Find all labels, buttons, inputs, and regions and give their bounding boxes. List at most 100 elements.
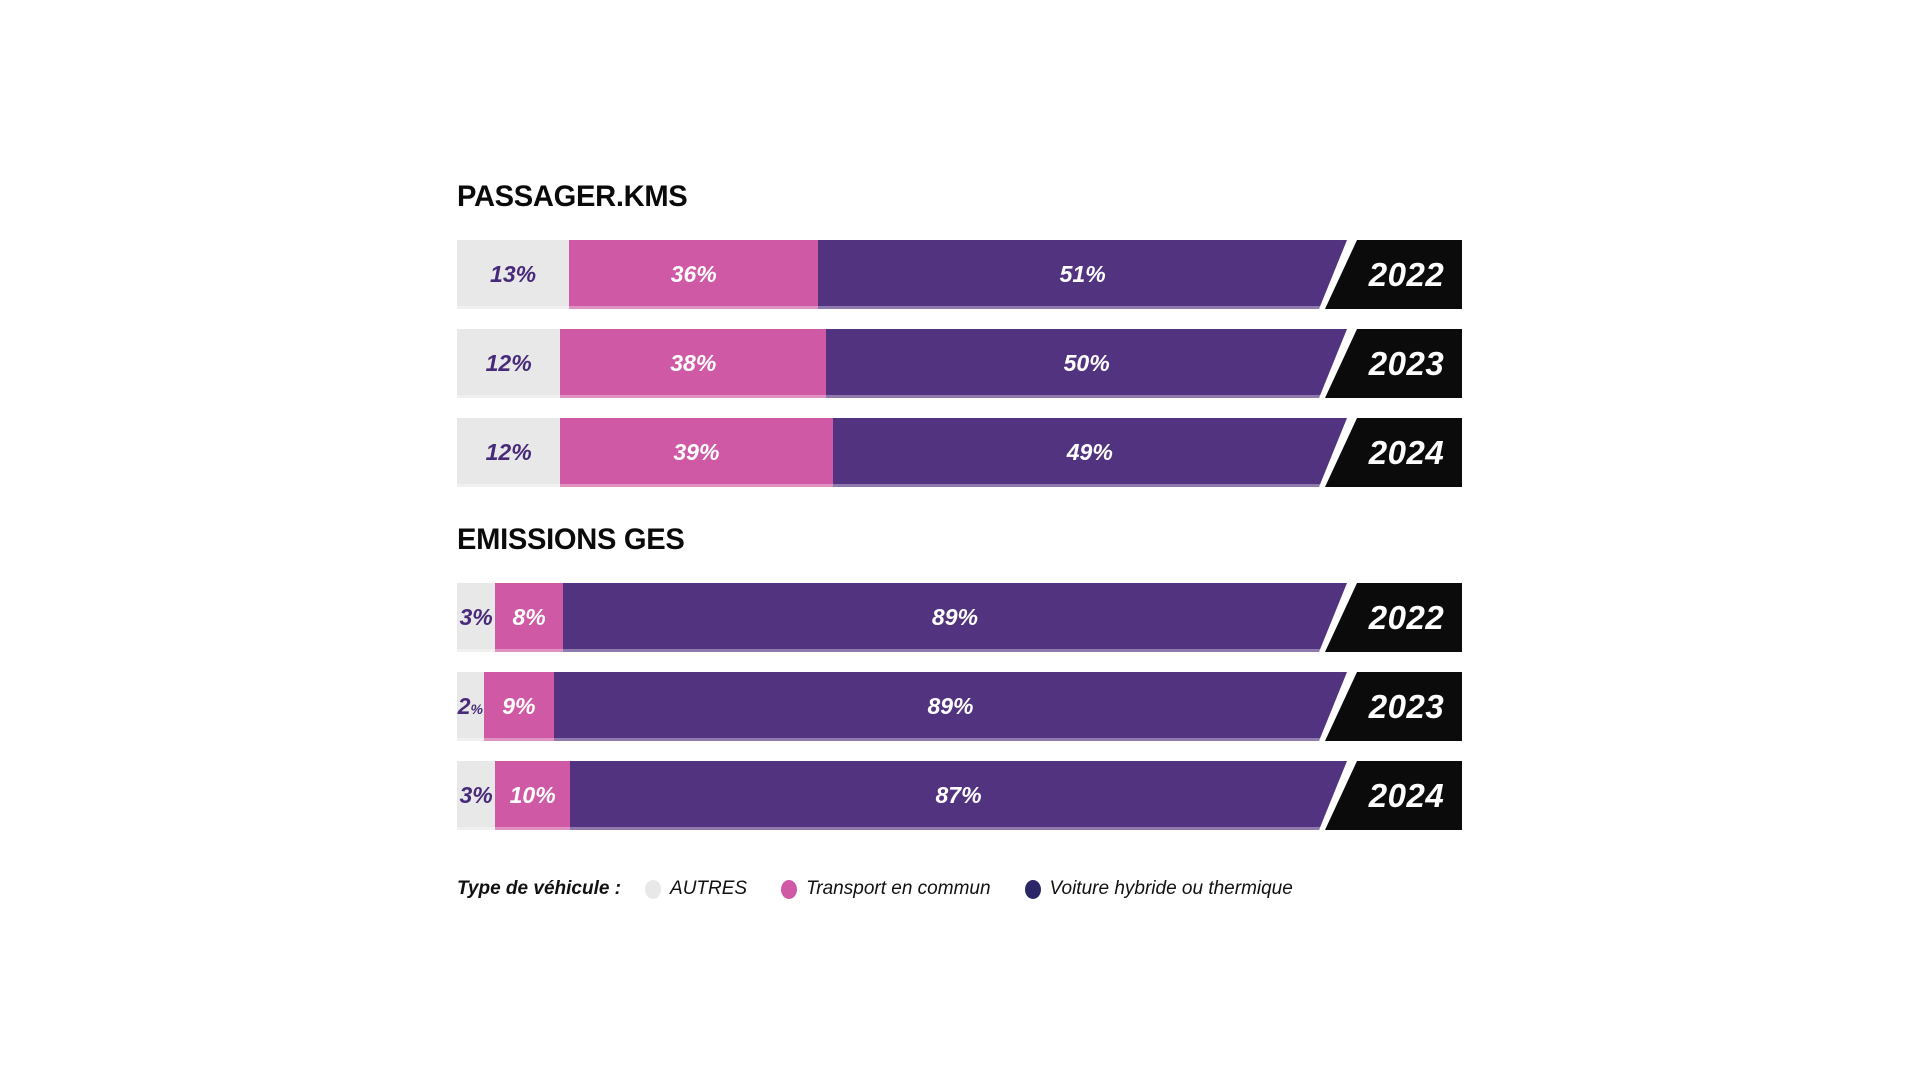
segment-value-number: 3 [459,604,473,630]
segment-percent-sign: % [1085,261,1106,287]
segment-percent-sign: % [535,782,556,808]
segment-value-number: 38 [670,350,696,376]
legend-item-label: Voiture hybride ou thermique [1049,878,1293,899]
segment-percent-sign: % [470,701,483,717]
segment-value-label: 49% [1067,439,1113,466]
bar-row-emissions_ges-2022: 3% 8% 89% 2022 [457,583,1462,652]
segment-value-number: 87 [935,782,962,808]
year-label: 2024 [1368,433,1445,471]
year-label: 2022 [1368,255,1445,293]
segment-transport: 36% [569,240,818,309]
legend-swatch-transport [781,879,798,899]
segment-value-number: 3 [459,782,473,808]
bar-row-emissions_ges-2023: 2% 9% 89% 2023 [457,672,1462,741]
segment-value-label: 36% [671,261,717,288]
segment-value-label: 9% [502,693,535,720]
bar-rows-emissions-ges: 3% 8% 89% 2022 2% 9% 89% 2023 3% 10% 87% 2024 [457,583,1462,830]
segment-percent-sign: % [1089,350,1110,376]
bar-row-emissions_ges-2024: 3% 10% 87% 2024 [457,761,1462,830]
stacked-bar: 12% 39% 49% [457,418,1347,487]
bar-rows-passager-kms: 13% 36% 51% 2022 12% 38% 50% 2023 12% 39% 49% 2024 [457,240,1462,487]
segment-percent-sign: % [472,782,493,808]
year-label: 2022 [1368,598,1445,636]
segment-value-label: 2% [458,693,483,720]
legend-item-label: AUTRES [670,878,748,899]
stacked-bar: 3% 8% 89% [457,583,1347,652]
stacked-bar: 12% 38% 50% [457,329,1347,398]
year-label: 2023 [1368,344,1445,382]
segment-value-number: 10 [509,782,536,808]
legend: Type de véhicule : AUTRES Transport en co… [457,878,1462,900]
bar-row-passager_kms-2022: 13% 36% 51% 2022 [457,240,1462,309]
segment-value-number: 36 [670,261,697,287]
legend-item-label: Transport en commun [806,878,991,899]
stacked-bar: 13% 36% 51% [457,240,1347,309]
year-tag: 2023 [1325,672,1462,741]
segment-voiture: 50% [826,329,1347,398]
segment-value-number: 9 [502,693,515,719]
segment-percent-sign: % [515,693,536,719]
segment-value-number: 2 [457,693,471,719]
segment-percent-sign: % [696,261,717,287]
year-tag: 2022 [1325,240,1462,309]
legend-swatch-voiture_legend [1024,879,1041,899]
segment-percent-sign: % [525,604,546,630]
segment-voiture: 51% [818,240,1347,309]
segment-percent-sign: % [511,350,532,376]
segment-value-number: 8 [512,604,526,630]
stacked-bar: 3% 10% 87% [457,761,1347,830]
segment-value-label: 13% [490,261,536,288]
legend-title: Type de véhicule : [457,878,622,899]
segment-percent-sign: % [957,604,978,630]
segment-transport: 9% [484,672,554,741]
segment-value-number: 39 [673,439,699,465]
segment-transport: 39% [560,418,832,487]
segment-percent-sign: % [698,439,720,465]
chart-title-passager-kms: PASSAGER.KMS [457,180,688,213]
segment-transport: 38% [560,329,826,398]
segment-value-label: 12% [486,439,532,466]
segment-value-label: 50% [1064,350,1110,377]
year-tag: 2022 [1325,583,1462,652]
bar-row-passager_kms-2023: 12% 38% 50% 2023 [457,329,1462,398]
segment-autres: 3% [457,761,495,830]
legend-swatch-autres [645,879,662,899]
segment-value-label: 89% [932,604,978,631]
year-label: 2024 [1368,776,1445,814]
segment-value-label: 38% [670,350,716,377]
year-tag: 2023 [1325,329,1462,398]
segment-value-label: 39% [673,439,719,466]
segment-autres: 2% [457,672,484,741]
segment-percent-sign: % [515,261,537,287]
segment-value-label: 3% [460,604,493,631]
segment-value-number: 49 [1066,439,1093,465]
segment-autres: 3% [457,583,495,652]
stacked-bar: 2% 9% 89% [457,672,1347,741]
chart-title-emissions-ges: EMISSIONS GES [457,523,685,556]
chart-section-emissions-ges: EMISSIONS GES 3% 8% 89% 2022 2% 9% 89% 2023 3% 10… [457,525,1462,830]
segment-percent-sign: % [472,604,493,630]
segment-voiture: 89% [563,583,1347,652]
segment-value-label: 51% [1060,261,1106,288]
segment-value-number: 13 [490,261,516,287]
year-label: 2023 [1368,687,1445,725]
segment-percent-sign: % [695,350,717,376]
segment-value-label: 89% [927,693,973,720]
segment-voiture: 49% [833,418,1347,487]
legend-item-2: Voiture hybride ou thermique [1024,878,1293,900]
bar-row-passager_kms-2024: 12% 39% 49% 2024 [457,418,1462,487]
segment-value-number: 12 [485,439,512,465]
segment-value-number: 50 [1063,350,1090,376]
segment-autres: 12% [457,329,560,398]
segment-value-label: 3% [460,782,493,809]
segment-value-number: 12 [485,350,512,376]
segment-voiture: 87% [570,761,1347,830]
segment-value-number: 89 [931,604,958,630]
year-tag: 2024 [1325,761,1462,830]
segment-autres: 13% [457,240,569,309]
year-tag: 2024 [1325,418,1462,487]
segment-autres: 12% [457,418,560,487]
segment-transport: 8% [495,583,563,652]
segment-value-label: 87% [935,782,981,809]
